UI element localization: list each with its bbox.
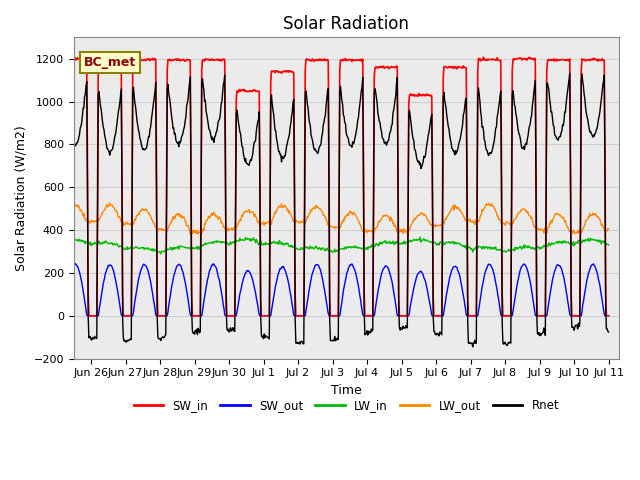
LW_out	[187, 231, 195, 237]
LW_out	[504, 218, 511, 224]
SW_in	[175, 57, 182, 62]
LW_out	[175, 211, 182, 216]
Rnet	[52, 331, 60, 336]
Line: SW_in: SW_in	[56, 57, 609, 316]
SW_out	[605, 313, 612, 319]
LW_in	[504, 248, 511, 254]
Title: Solar Radiation: Solar Radiation	[284, 15, 410, 33]
LW_in	[175, 246, 182, 252]
Line: Rnet: Rnet	[56, 73, 609, 347]
Rnet	[566, 70, 573, 76]
LW_in	[520, 242, 527, 248]
SW_out	[502, 313, 510, 319]
Rnet	[519, 145, 527, 151]
SW_in	[76, 54, 84, 60]
Rnet	[449, 148, 457, 154]
LW_in	[61, 239, 69, 245]
SW_in	[502, 313, 510, 319]
SW_out	[450, 264, 458, 270]
SW_out	[519, 262, 527, 268]
LW_out	[52, 223, 60, 228]
Rnet	[61, 87, 69, 93]
SW_out	[129, 313, 136, 319]
Text: BC_met: BC_met	[84, 56, 136, 69]
SW_in	[61, 56, 69, 61]
LW_out	[451, 202, 459, 208]
X-axis label: Time: Time	[331, 384, 362, 397]
LW_out	[106, 200, 113, 206]
LW_in	[128, 244, 136, 250]
Legend: SW_in, SW_out, LW_in, LW_out, Rnet: SW_in, SW_out, LW_in, LW_out, Rnet	[129, 395, 564, 417]
Rnet	[502, 342, 510, 348]
LW_out	[605, 226, 612, 231]
Line: LW_in: LW_in	[56, 237, 609, 254]
Y-axis label: Solar Radiation (W/m2): Solar Radiation (W/m2)	[15, 125, 28, 271]
Rnet	[174, 139, 182, 145]
LW_in	[605, 242, 612, 248]
SW_in	[450, 65, 458, 71]
SW_in	[605, 313, 612, 319]
SW_out	[52, 313, 60, 319]
Line: LW_out: LW_out	[56, 203, 609, 234]
LW_out	[129, 221, 136, 227]
LW_out	[61, 217, 69, 223]
SW_out	[61, 303, 69, 309]
SW_in	[52, 313, 60, 319]
Line: SW_out: SW_out	[56, 264, 609, 316]
Rnet	[605, 329, 612, 335]
Rnet	[128, 223, 136, 228]
SW_out	[175, 261, 182, 267]
Rnet	[469, 344, 477, 350]
LW_in	[157, 251, 164, 257]
LW_in	[52, 241, 60, 247]
LW_in	[451, 240, 459, 246]
LW_in	[417, 234, 424, 240]
LW_out	[520, 206, 527, 212]
SW_out	[72, 261, 79, 266]
SW_in	[129, 68, 136, 73]
SW_in	[519, 56, 527, 61]
